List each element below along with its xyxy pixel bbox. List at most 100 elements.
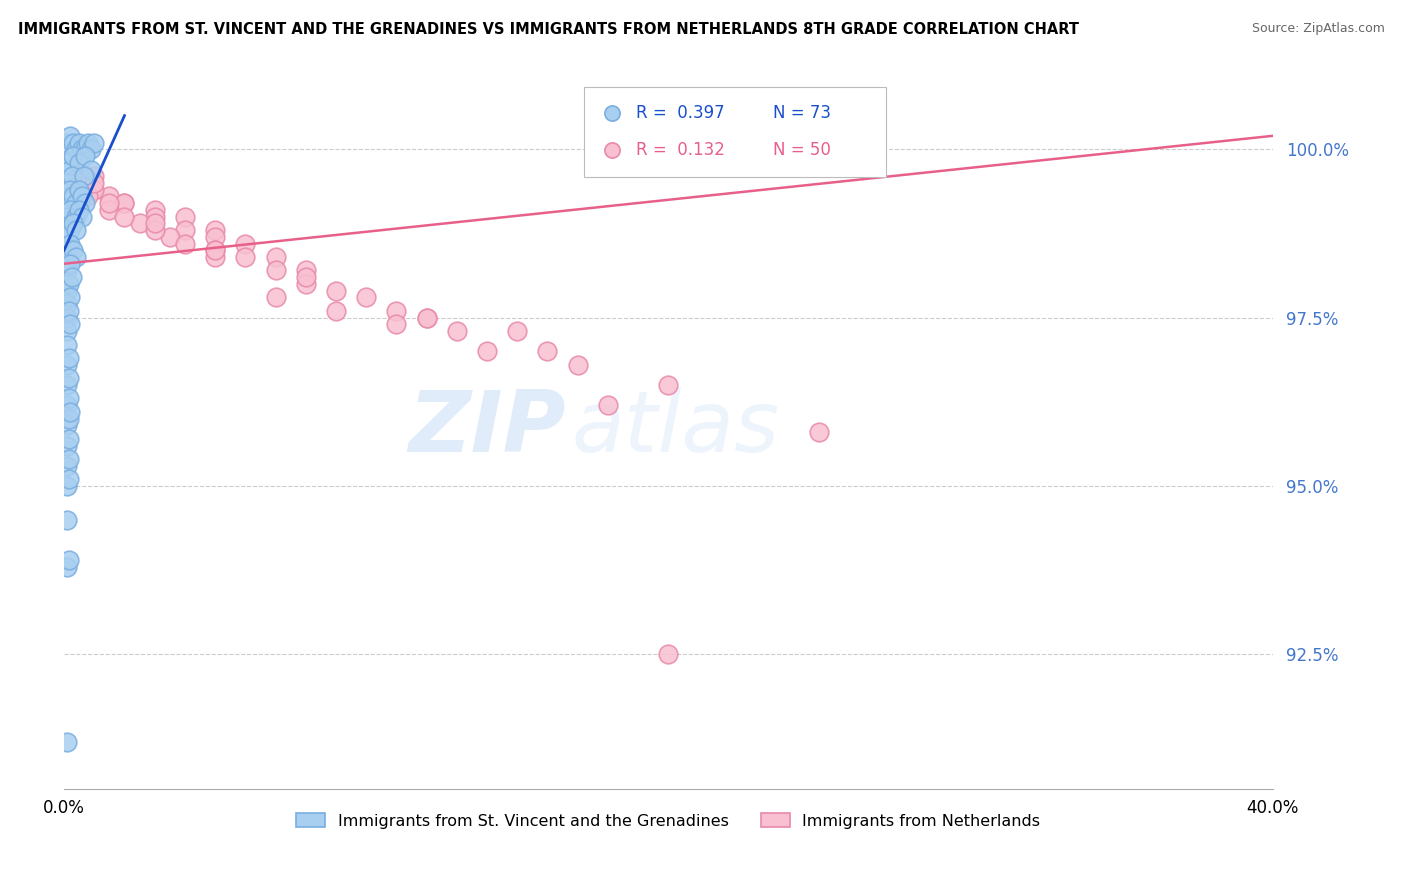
Point bbox=[174, 210, 197, 224]
Point bbox=[70, 189, 93, 203]
Point bbox=[143, 202, 166, 217]
Point bbox=[325, 284, 347, 298]
Point bbox=[65, 196, 87, 211]
Point bbox=[62, 216, 84, 230]
Point bbox=[128, 216, 150, 230]
Point bbox=[59, 405, 82, 419]
Point bbox=[70, 142, 93, 156]
Point bbox=[59, 290, 82, 304]
Point bbox=[56, 196, 79, 211]
Point bbox=[143, 216, 166, 230]
Point bbox=[567, 358, 589, 372]
FancyBboxPatch shape bbox=[583, 87, 886, 177]
Point bbox=[159, 230, 181, 244]
Point bbox=[80, 142, 103, 156]
Point bbox=[59, 257, 82, 271]
Point bbox=[83, 136, 105, 150]
Point bbox=[58, 392, 80, 406]
Point bbox=[70, 210, 93, 224]
Point bbox=[56, 244, 79, 258]
Point bbox=[75, 196, 97, 211]
Text: atlas: atlas bbox=[572, 387, 780, 470]
Point bbox=[59, 128, 82, 143]
Point bbox=[58, 304, 80, 318]
Point bbox=[58, 351, 80, 365]
Point bbox=[77, 136, 100, 150]
Point bbox=[385, 304, 408, 318]
Point bbox=[325, 304, 347, 318]
Point bbox=[56, 438, 79, 452]
Point bbox=[98, 196, 121, 211]
Point bbox=[58, 411, 80, 425]
Point bbox=[56, 378, 79, 392]
Point bbox=[233, 250, 256, 264]
Point bbox=[174, 236, 197, 251]
Point bbox=[808, 425, 831, 439]
Point bbox=[58, 371, 80, 385]
Point bbox=[83, 169, 105, 184]
Point bbox=[59, 183, 82, 197]
Point bbox=[59, 236, 82, 251]
Point bbox=[143, 223, 166, 237]
Point bbox=[65, 142, 87, 156]
Point bbox=[204, 244, 226, 258]
Point bbox=[67, 136, 90, 150]
Point bbox=[657, 647, 679, 661]
Point bbox=[56, 398, 79, 412]
Point bbox=[67, 169, 90, 184]
Point bbox=[233, 236, 256, 251]
Point bbox=[59, 223, 82, 237]
Point bbox=[56, 263, 79, 277]
Point bbox=[56, 735, 79, 749]
Text: N = 50: N = 50 bbox=[773, 141, 831, 159]
Point bbox=[294, 263, 316, 277]
Point bbox=[596, 398, 619, 412]
Text: R =  0.397: R = 0.397 bbox=[636, 104, 724, 122]
Point bbox=[114, 196, 136, 211]
Point bbox=[56, 297, 79, 311]
Point bbox=[475, 344, 498, 359]
Point bbox=[62, 216, 84, 230]
Point bbox=[354, 290, 377, 304]
Point bbox=[80, 162, 103, 177]
Point bbox=[58, 472, 80, 486]
Point bbox=[657, 378, 679, 392]
Text: IMMIGRANTS FROM ST. VINCENT AND THE GRENADINES VS IMMIGRANTS FROM NETHERLANDS 8T: IMMIGRANTS FROM ST. VINCENT AND THE GREN… bbox=[18, 22, 1080, 37]
Point bbox=[58, 553, 80, 567]
Point bbox=[264, 290, 287, 304]
Point bbox=[415, 310, 437, 325]
Point bbox=[65, 210, 87, 224]
Point bbox=[56, 230, 79, 244]
Point bbox=[204, 250, 226, 264]
Point bbox=[56, 284, 79, 298]
Point bbox=[58, 277, 80, 291]
Point bbox=[98, 189, 121, 203]
Point bbox=[62, 189, 84, 203]
Point bbox=[62, 149, 84, 163]
Point bbox=[56, 136, 79, 150]
Text: ZIP: ZIP bbox=[408, 387, 565, 470]
Point bbox=[536, 344, 558, 359]
Point bbox=[75, 142, 97, 156]
Point bbox=[58, 432, 80, 446]
Legend: Immigrants from St. Vincent and the Grenadines, Immigrants from Netherlands: Immigrants from St. Vincent and the Gren… bbox=[290, 806, 1046, 835]
Point bbox=[58, 189, 80, 203]
Point bbox=[56, 418, 79, 433]
Point bbox=[264, 263, 287, 277]
Point bbox=[65, 223, 87, 237]
Point bbox=[204, 223, 226, 237]
Point bbox=[73, 169, 96, 184]
Point bbox=[204, 244, 226, 258]
Point bbox=[59, 162, 82, 177]
Point bbox=[56, 512, 79, 526]
Point bbox=[67, 176, 90, 190]
Point bbox=[60, 169, 83, 184]
Point bbox=[174, 223, 197, 237]
Point bbox=[143, 210, 166, 224]
Point bbox=[58, 452, 80, 467]
Point bbox=[415, 310, 437, 325]
Point bbox=[204, 230, 226, 244]
Point bbox=[98, 202, 121, 217]
Point bbox=[65, 250, 87, 264]
Point bbox=[56, 358, 79, 372]
